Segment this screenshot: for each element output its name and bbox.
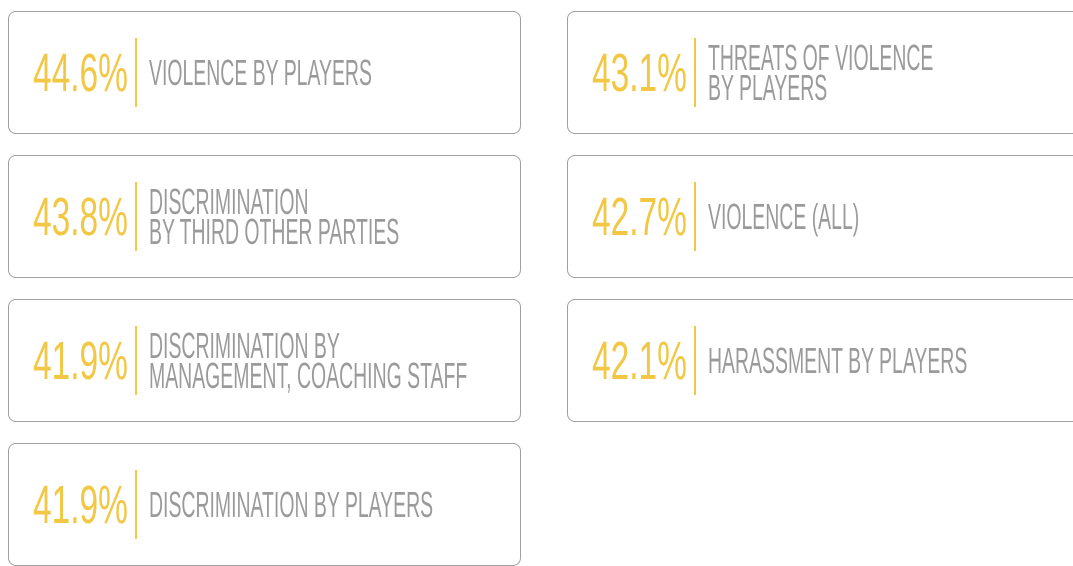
label-line: HARASSMENT BY PLAYERS: [708, 339, 968, 381]
divider: [694, 38, 696, 107]
label-line: DISCRIMINATION: [149, 180, 309, 222]
stat-value: 41.9%: [33, 474, 128, 535]
label-line: BY THIRD OTHER PARTIES: [149, 210, 400, 252]
stat-label: DISCRIMINATION BY THIRD OTHER PARTIES: [149, 180, 400, 252]
stat-card: 42.7% VIOLENCE (ALL): [567, 155, 1073, 278]
stat-value: 42.7%: [592, 186, 687, 247]
stat-label: DISCRIMINATION BY PLAYERS: [149, 483, 434, 525]
stat-value: 41.9%: [33, 330, 128, 391]
stat-card: 41.9% DISCRIMINATION BY PLAYERS: [8, 443, 521, 566]
divider: [135, 182, 137, 251]
divider: [694, 326, 696, 395]
label-line: BY PLAYERS: [708, 66, 828, 108]
stat-label: DISCRIMINATION BY MANAGEMENT, COACHING S…: [149, 324, 468, 396]
divider: [135, 38, 137, 107]
label-line: VIOLENCE (ALL): [708, 195, 860, 237]
stat-value: 44.6%: [33, 42, 128, 103]
label-line: THREATS OF VIOLENCE: [708, 36, 934, 78]
divider: [135, 326, 137, 395]
label-line: VIOLENCE BY PLAYERS: [149, 51, 372, 93]
stat-label: THREATS OF VIOLENCE BY PLAYERS: [708, 36, 934, 108]
stat-card: 43.1% THREATS OF VIOLENCE BY PLAYERS: [567, 11, 1073, 134]
label-line: MANAGEMENT, COACHING STAFF: [149, 354, 468, 396]
stat-label: VIOLENCE BY PLAYERS: [149, 51, 372, 93]
stat-card: 43.8% DISCRIMINATION BY THIRD OTHER PARTIE…: [8, 155, 521, 278]
stat-card: 44.6% VIOLENCE BY PLAYERS: [8, 11, 521, 134]
stat-card: 41.9% DISCRIMINATION BY MANAGEMENT, COACH…: [8, 299, 521, 422]
stat-card: 42.1% HARASSMENT BY PLAYERS: [567, 299, 1073, 422]
card-grid: 44.6% VIOLENCE BY PLAYERS 43.1% THREATS OF …: [8, 11, 1073, 566]
stat-label: HARASSMENT BY PLAYERS: [708, 339, 968, 381]
stat-value: 43.1%: [592, 42, 687, 103]
divider: [135, 470, 137, 539]
stat-value: 43.8%: [33, 186, 128, 247]
label-line: DISCRIMINATION BY: [149, 324, 340, 366]
label-line: DISCRIMINATION BY PLAYERS: [149, 483, 434, 525]
divider: [694, 182, 696, 251]
stat-label: VIOLENCE (ALL): [708, 195, 860, 237]
stat-value: 42.1%: [592, 330, 687, 391]
